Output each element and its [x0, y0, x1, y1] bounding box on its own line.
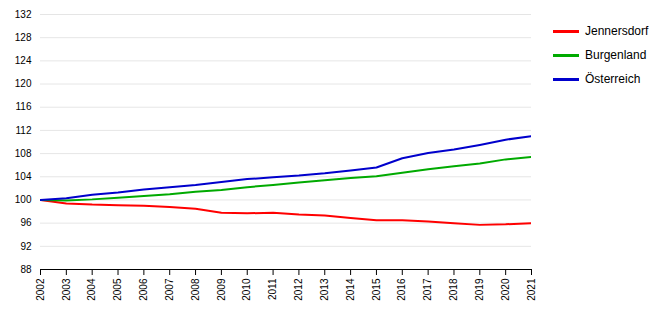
svg-text:96: 96 — [20, 217, 32, 228]
svg-text:124: 124 — [15, 55, 32, 66]
html-text:Österreich: Österreich — [585, 72, 641, 86]
svg-text:112: 112 — [16, 125, 32, 136]
svg-text:2007: 2007 — [164, 278, 175, 301]
svg-text:92: 92 — [20, 241, 32, 252]
svg-text:2013: 2013 — [319, 278, 330, 301]
html-text:Jennersdorf: Jennersdorf — [585, 24, 649, 38]
svg-text:88: 88 — [20, 264, 32, 275]
svg-text:2014: 2014 — [345, 278, 356, 301]
svg-text:2018: 2018 — [448, 278, 459, 301]
svg-text:2017: 2017 — [422, 278, 433, 301]
svg-text:2011: 2011 — [267, 278, 278, 300]
svg-text:2004: 2004 — [86, 278, 97, 301]
svg-text:100: 100 — [15, 194, 32, 205]
svg-text:2020: 2020 — [500, 278, 511, 301]
svg-text:2019: 2019 — [474, 278, 485, 301]
svg-text:2005: 2005 — [112, 278, 123, 301]
svg-text:2003: 2003 — [61, 278, 72, 301]
svg-text:2006: 2006 — [138, 278, 149, 301]
svg-text:2015: 2015 — [371, 278, 382, 301]
svg-text:2009: 2009 — [216, 278, 227, 301]
svg-text:2010: 2010 — [241, 278, 252, 301]
svg-text:128: 128 — [15, 32, 32, 43]
svg-text:116: 116 — [16, 101, 32, 112]
svg-text:2021: 2021 — [526, 278, 537, 301]
svg-text:2008: 2008 — [190, 278, 201, 301]
svg-text:120: 120 — [15, 78, 32, 89]
html-text:Burgenland: Burgenland — [585, 48, 647, 62]
svg-text:104: 104 — [15, 171, 32, 182]
svg-text:2012: 2012 — [293, 278, 304, 301]
svg-text:2002: 2002 — [35, 278, 46, 301]
svg-text:2016: 2016 — [396, 278, 407, 301]
svg-text:108: 108 — [15, 148, 32, 159]
svg-text:132: 132 — [15, 9, 32, 20]
